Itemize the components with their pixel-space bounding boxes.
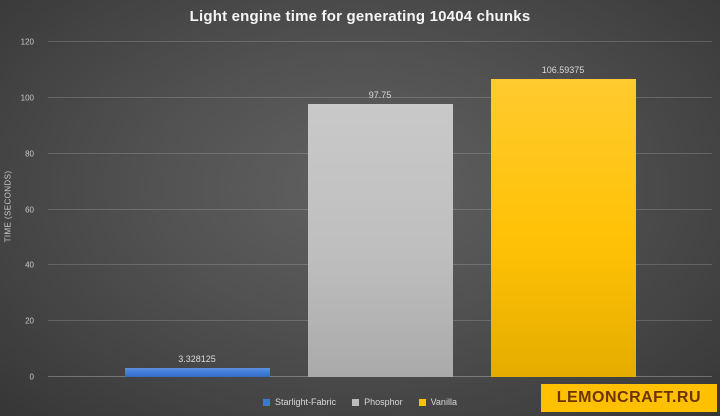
y-tick-label-120: 120 <box>20 37 34 47</box>
gridline-120 <box>48 41 712 42</box>
legend-item-vanilla: Vanilla <box>418 397 457 407</box>
chart-title: Light engine time for generating 10404 c… <box>189 8 531 25</box>
legend-label-starlight-fabric: Starlight-Fabric <box>275 397 337 407</box>
bar-value-label-starlight-fabric: 3.328125 <box>178 353 216 364</box>
y-tick-label-20: 20 <box>25 316 34 326</box>
bar-phosphor <box>307 104 453 377</box>
bar-vanilla <box>490 79 636 377</box>
bar-value-label-phosphor: 97.75 <box>368 90 392 101</box>
bar-starlight-fabric <box>124 367 270 377</box>
legend-swatch-vanilla <box>418 398 426 406</box>
watermark-badge: LEMONCRAFT.RU <box>540 384 717 412</box>
bar-value-label-vanilla: 106.59375 <box>541 65 585 76</box>
y-tick-label-40: 40 <box>25 260 34 270</box>
legend-item-starlight-fabric: Starlight-Fabric <box>263 397 336 407</box>
legend-swatch-starlight-fabric <box>263 398 271 406</box>
legend-label-phosphor: Phosphor <box>364 397 403 407</box>
gridline-100 <box>48 96 712 98</box>
legend-label-vanilla: Vanilla <box>430 397 457 407</box>
y-axis-tick-labels: 0 20 40 60 80 100 120 <box>0 38 42 382</box>
y-tick-label-60: 60 <box>25 205 34 214</box>
bar-slot-phosphor: 97.75 <box>289 42 471 377</box>
y-tick-label-100: 100 <box>20 93 34 103</box>
legend-swatch-phosphor <box>352 398 360 406</box>
bar-slot-vanilla: 106.59375 <box>472 42 654 377</box>
bars-container: 3.328125 97.75 106.59375 <box>48 42 712 377</box>
plot-area: 3.328125 97.75 106.59375 <box>48 41 712 377</box>
legend-item-phosphor: Phosphor <box>352 397 403 407</box>
y-tick-label-0: 0 <box>29 372 34 382</box>
bar-slot-starlight-fabric: 3.328125 <box>106 42 288 377</box>
y-tick-label-80: 80 <box>25 149 34 159</box>
